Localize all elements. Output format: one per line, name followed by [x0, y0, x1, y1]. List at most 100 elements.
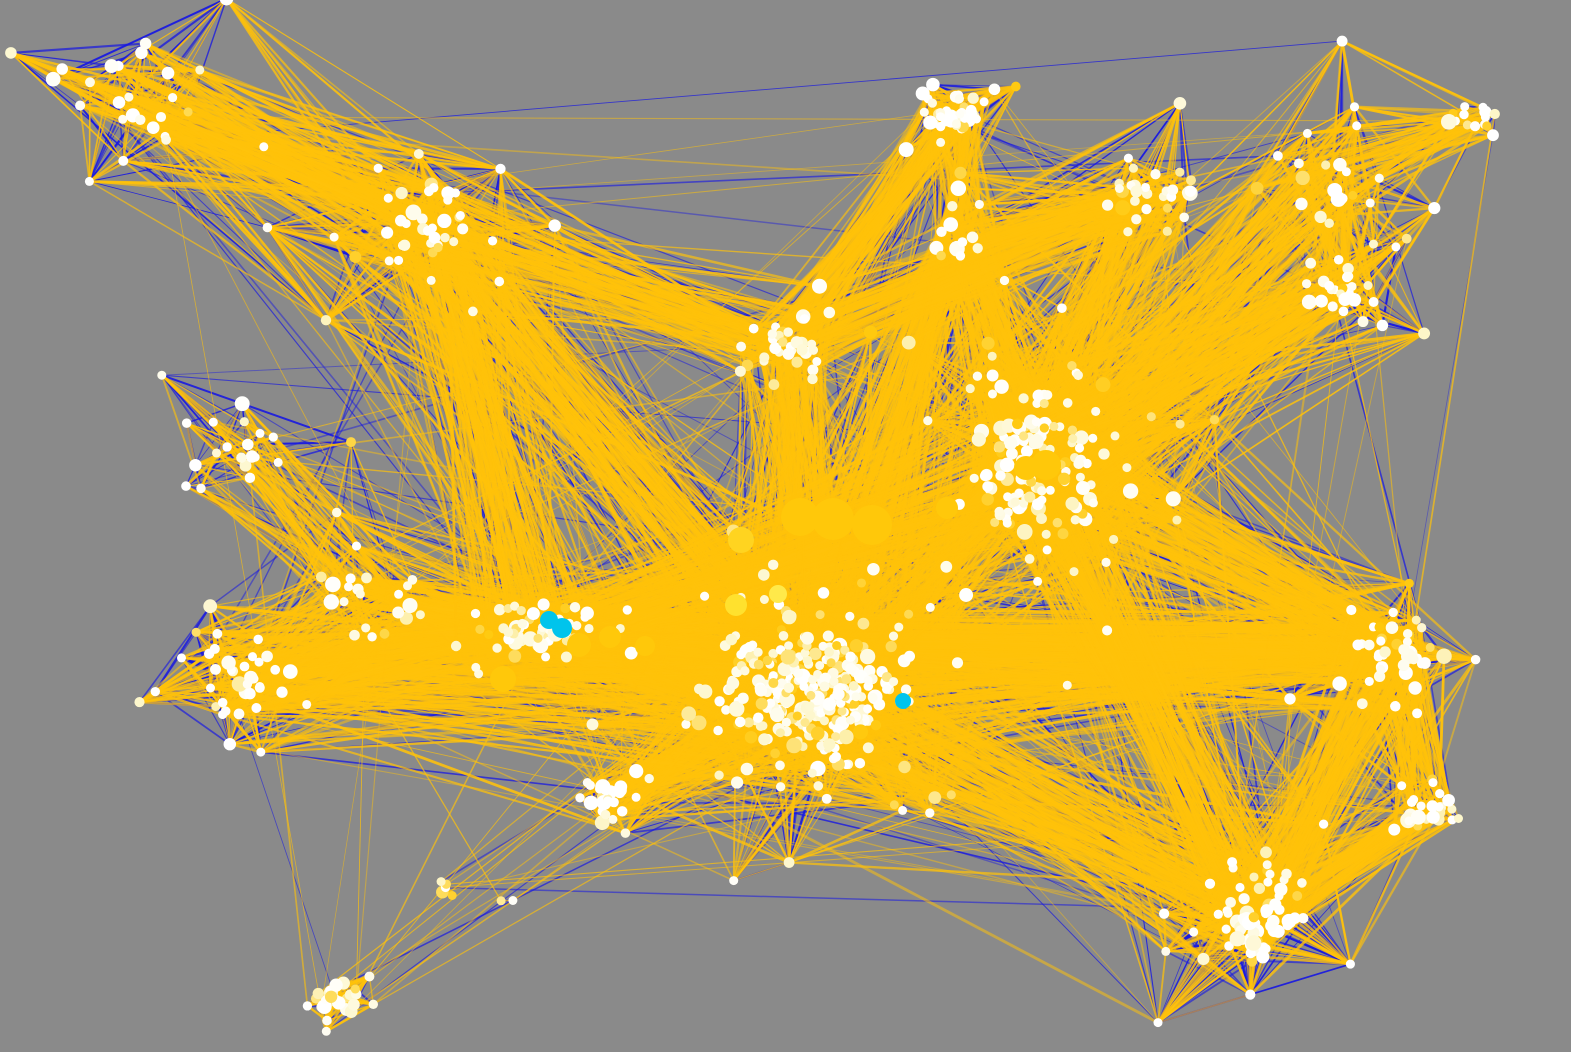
- graph-node[interactable]: [740, 762, 754, 776]
- graph-node[interactable]: [1297, 912, 1309, 924]
- graph-node[interactable]: [767, 329, 778, 339]
- graph-node[interactable]: [1411, 615, 1421, 625]
- graph-node[interactable]: [603, 796, 613, 806]
- graph-node[interactable]: [955, 251, 966, 261]
- graph-node[interactable]: [1067, 360, 1077, 371]
- graph-node[interactable]: [1289, 912, 1301, 924]
- graph-node[interactable]: [323, 594, 340, 610]
- graph-node[interactable]: [629, 763, 644, 779]
- graph-node[interactable]: [624, 646, 638, 660]
- graph-node[interactable]: [714, 696, 725, 707]
- graph-node[interactable]: [988, 83, 1001, 96]
- graph-node[interactable]: [1352, 639, 1364, 651]
- graph-node[interactable]: [572, 620, 582, 631]
- graph-node[interactable]: [533, 633, 543, 643]
- graph-node[interactable]: [824, 647, 834, 657]
- graph-node[interactable]: [135, 114, 146, 126]
- graph-node[interactable]: [157, 370, 167, 380]
- graph-node[interactable]: [881, 684, 892, 694]
- graph-node[interactable]: [345, 437, 357, 448]
- graph-node[interactable]: [1062, 680, 1072, 690]
- graph-node[interactable]: [383, 193, 393, 203]
- graph-node[interactable]: [1398, 644, 1410, 656]
- graph-node[interactable]: [781, 717, 792, 728]
- graph-node[interactable]: [321, 1026, 331, 1036]
- graph-node[interactable]: [1267, 914, 1280, 928]
- graph-node[interactable]: [195, 65, 205, 75]
- graph-node[interactable]: [168, 93, 178, 103]
- graph-node[interactable]: [821, 793, 832, 804]
- graph-node[interactable]: [863, 325, 878, 339]
- highlight-node-layer[interactable]: [540, 611, 911, 709]
- graph-node[interactable]: [810, 726, 825, 741]
- graph-node[interactable]: [261, 650, 273, 663]
- graph-node[interactable]: [586, 718, 599, 731]
- graph-node[interactable]: [437, 213, 452, 229]
- graph-node[interactable]: [402, 597, 418, 614]
- graph-node[interactable]: [1397, 659, 1410, 672]
- graph-node[interactable]: [808, 675, 818, 685]
- graph-node[interactable]: [413, 148, 424, 159]
- graph-node[interactable]: [1042, 545, 1052, 555]
- graph-node[interactable]: [1146, 412, 1156, 422]
- graph-node[interactable]: [885, 640, 897, 653]
- graph-node[interactable]: [196, 483, 206, 494]
- graph-node[interactable]: [1189, 927, 1199, 937]
- graph-node[interactable]: [812, 357, 822, 366]
- graph-node[interactable]: [1347, 281, 1357, 292]
- graph-node[interactable]: [242, 438, 254, 451]
- graph-node[interactable]: [1402, 637, 1412, 647]
- graph-node[interactable]: [1418, 327, 1431, 340]
- graph-node[interactable]: [1114, 184, 1124, 193]
- graph-node[interactable]: [405, 204, 422, 221]
- graph-node[interactable]: [829, 676, 839, 686]
- graph-node[interactable]: [139, 37, 152, 50]
- graph-node[interactable]: [955, 109, 965, 119]
- graph-node[interactable]: [754, 684, 768, 697]
- graph-node[interactable]: [1122, 483, 1139, 499]
- graph-node[interactable]: [1368, 297, 1379, 307]
- graph-node[interactable]: [1274, 891, 1284, 901]
- graph-node[interactable]: [943, 217, 959, 232]
- node-layer[interactable]: [5, 0, 1500, 1036]
- graph-node[interactable]: [1397, 781, 1407, 791]
- graph-node[interactable]: [1018, 431, 1029, 441]
- graph-node[interactable]: [946, 790, 956, 800]
- graph-node[interactable]: [904, 609, 914, 619]
- graph-node[interactable]: [894, 622, 904, 632]
- graph-node[interactable]: [762, 655, 773, 666]
- graph-node[interactable]: [1028, 433, 1044, 449]
- graph-node[interactable]: [5, 47, 17, 59]
- graph-node[interactable]: [394, 255, 404, 265]
- graph-node[interactable]: [247, 652, 258, 662]
- graph-node[interactable]: [807, 364, 819, 376]
- graph-node[interactable]: [1186, 175, 1196, 186]
- graph-node[interactable]: [972, 371, 983, 381]
- graph-node[interactable]: [219, 0, 234, 6]
- graph-node[interactable]: [898, 142, 914, 158]
- graph-node[interactable]: [971, 432, 986, 447]
- graph-node[interactable]: [1261, 943, 1271, 954]
- graph-node[interactable]: [765, 698, 776, 708]
- graph-node[interactable]: [324, 990, 338, 1003]
- graph-node[interactable]: [947, 201, 958, 212]
- graph-node[interactable]: [819, 716, 829, 726]
- graph-node[interactable]: [181, 481, 191, 491]
- graph-node[interactable]: [1333, 157, 1347, 172]
- graph-node[interactable]: [862, 742, 874, 754]
- graph-node[interactable]: [1130, 185, 1143, 198]
- graph-node[interactable]: [1417, 623, 1427, 633]
- graph-node[interactable]: [965, 104, 977, 116]
- graph-node[interactable]: [1123, 153, 1133, 163]
- graph-node[interactable]: [1454, 814, 1463, 823]
- graph-node-selected[interactable]: [895, 693, 911, 709]
- graph-node[interactable]: [1031, 417, 1041, 427]
- graph-node[interactable]: [104, 59, 119, 74]
- graph-node[interactable]: [1012, 418, 1023, 430]
- graph-node[interactable]: [580, 606, 594, 620]
- graph-node[interactable]: [221, 655, 236, 670]
- graph-node[interactable]: [979, 470, 991, 482]
- graph-node[interactable]: [1348, 190, 1358, 200]
- graph-node[interactable]: [1408, 654, 1419, 665]
- graph-node[interactable]: [737, 692, 749, 704]
